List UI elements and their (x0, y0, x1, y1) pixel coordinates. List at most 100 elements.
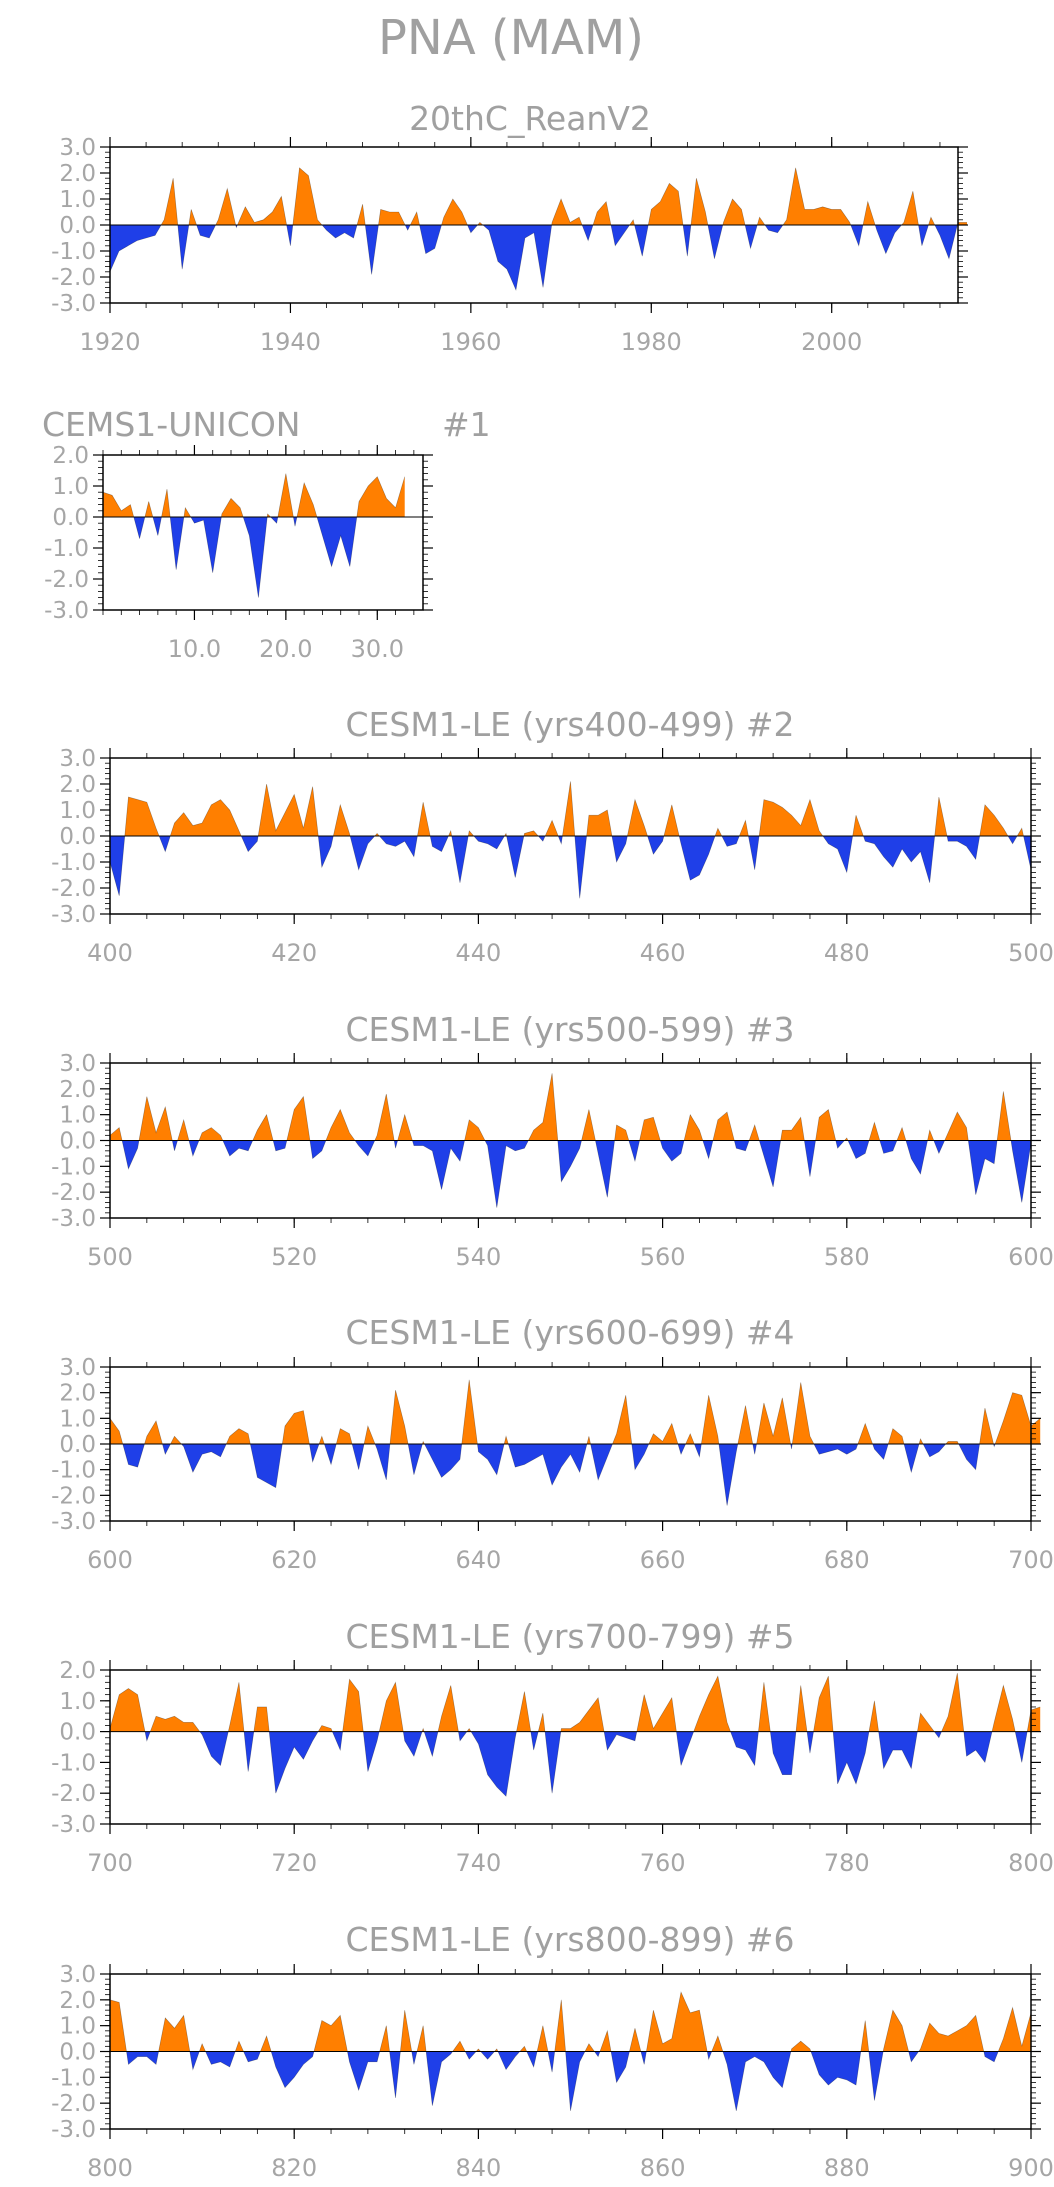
y-tick-label: 0.0 (52, 505, 89, 531)
x-tick-label: 500 (1008, 939, 1054, 967)
y-tick-label: -1.0 (51, 1750, 96, 1776)
y-tick-label: 1.0 (59, 187, 96, 213)
y-tick-label: 0.0 (59, 1720, 96, 1746)
x-tick-label: 840 (455, 2154, 501, 2182)
chart-panel-3: CESM1-LE (yrs400-499) #2 3.02.01.00.0-1.0… (51, 705, 1054, 967)
x-tick-label: 580 (824, 1243, 870, 1271)
chart-panel-4: CESM1-LE (yrs500-599) #3 3.02.01.00.0-1.0… (51, 1010, 1054, 1271)
y-tick-label: 3.0 (59, 1355, 96, 1381)
x-tick-label: 800 (87, 2154, 133, 2182)
plot-frame (102, 454, 424, 611)
x-tick-label: 760 (640, 1849, 686, 1877)
y-tick-label: 1.0 (59, 798, 96, 824)
positive-area-series (110, 1379, 1041, 1444)
y-tick-label: -3.0 (51, 2117, 96, 2143)
chart-title: 20thC_ReanV2 (409, 99, 651, 138)
chart-title: CEMS1-UNICON (42, 405, 301, 444)
y-tick-label: 1.0 (59, 1689, 96, 1715)
x-tick-label: 560 (640, 1243, 686, 1271)
positive-area-series (103, 473, 405, 517)
x-tick-label: 400 (87, 939, 133, 967)
series-line (109, 1379, 1041, 1506)
x-tick-label: 480 (824, 939, 870, 967)
chart-panel-6: CESM1-LE (yrs700-799) #5 2.0 1.0 0.0 -1.0 -2.… (51, 1617, 1054, 1877)
y-tick-label: 0.0 (59, 213, 96, 239)
series-line (109, 781, 1032, 899)
x-tick-label: 700 (87, 1849, 133, 1877)
x-tick-label: 460 (640, 939, 686, 967)
y-tick-label: 3.0 (59, 1962, 96, 1988)
x-tick-label: 900 (1008, 2154, 1054, 2182)
y-tick-label: -3.0 (44, 598, 89, 624)
x-tick-label: 1920 (79, 328, 140, 356)
y-tick-label: -1.0 (51, 2065, 96, 2091)
positive-area-series (110, 1992, 1031, 2052)
y-tick-label: 2.0 (59, 1658, 96, 1684)
x-tick-label: 720 (271, 1849, 317, 1877)
y-tick-label: 2.0 (59, 1077, 96, 1103)
y-tick-label: -3.0 (51, 902, 96, 928)
negative-area-series (110, 836, 1031, 899)
chart-panel-5: CESM1-LE (yrs600-699) #4 3.02.01.00.0-1.0… (51, 1313, 1054, 1574)
chart-title: CESM1-LE (yrs500-599) #3 (346, 1010, 795, 1049)
x-tick-label: 520 (271, 1243, 317, 1271)
y-tick-label: 1.0 (59, 2014, 96, 2040)
chart-title: CESM1-LE (yrs800-899) #6 (346, 1920, 795, 1959)
negative-area-series (103, 517, 405, 598)
y-tick-label: -1.0 (51, 239, 96, 265)
positive-area-series (110, 1073, 1031, 1141)
x-tick-label: 860 (640, 2154, 686, 2182)
series-line (109, 167, 968, 292)
x-tick-label: 540 (455, 1243, 501, 1271)
x-tick-label: 660 (640, 1546, 686, 1574)
y-tick-label: -3.0 (51, 291, 96, 317)
y-tick-label: -2.0 (51, 1483, 96, 1509)
y-tick-label: -2.0 (51, 1781, 96, 1807)
chart-title: CESM1-LE (yrs400-499) #2 (346, 705, 795, 744)
x-tick-label: 20.0 (259, 635, 312, 663)
negative-area-series (110, 1444, 1041, 1506)
x-tick-label: 820 (271, 2154, 317, 2182)
x-tick-label: 440 (455, 939, 501, 967)
x-tick-label: 30.0 (351, 635, 404, 663)
x-tick-label: 640 (455, 1546, 501, 1574)
x-tick-label: 680 (824, 1546, 870, 1574)
y-tick-label: 3.0 (59, 1051, 96, 1077)
y-tick-label: 2.0 (52, 443, 89, 469)
y-tick-label: 3.0 (59, 746, 96, 772)
chart-panel-2: CEMS1-UNICON #1 2.0 1.0 0.0 -1.0 -2.0 -3.0 10.0 2… (42, 405, 491, 663)
chart-title: CESM1-LE (yrs600-699) #4 (346, 1313, 795, 1352)
positive-area-series (110, 167, 968, 225)
y-tick-label: 2.0 (59, 161, 96, 187)
x-tick-label: 600 (87, 1546, 133, 1574)
x-tick-label: 740 (455, 1849, 501, 1877)
negative-area-series (110, 1731, 1041, 1797)
x-tick-label: 420 (271, 939, 317, 967)
x-tick-label: 880 (824, 2154, 870, 2182)
series-line (102, 473, 405, 598)
y-tick-label: -1.0 (44, 536, 89, 562)
x-tick-label: 780 (824, 1849, 870, 1877)
y-tick-label: 2.0 (59, 1988, 96, 2014)
chart-run-label: #1 (442, 405, 491, 444)
figure-title: PNA (MAM) (378, 10, 644, 66)
y-tick-label: 0.0 (59, 1129, 96, 1155)
series-line (109, 1991, 1032, 2111)
negative-area-series (110, 1140, 1031, 1208)
y-tick-label: 0.0 (59, 824, 96, 850)
y-tick-label: -2.0 (51, 876, 96, 902)
chart-title: CESM1-LE (yrs700-799) #5 (346, 1617, 795, 1656)
x-tick-label: 1960 (440, 328, 501, 356)
y-tick-label: 1.0 (52, 474, 89, 500)
y-tick-label: 2.0 (59, 1381, 96, 1407)
y-tick-label: -3.0 (51, 1812, 96, 1838)
y-tick-label: 0.0 (59, 1432, 96, 1458)
y-tick-label: 2.0 (59, 772, 96, 798)
y-tick-label: -1.0 (51, 850, 96, 876)
panels-container: 20thC_ReanV23.02.01.00.0-1.0-2.0-3.01920… (42, 99, 1054, 2182)
chart-panel-7: CESM1-LE (yrs800-899) #6 3.02.01.00.0-1.0… (51, 1920, 1054, 2182)
y-tick-label: -2.0 (51, 2091, 96, 2117)
y-tick-label: 1.0 (59, 1406, 96, 1432)
negative-area-series (110, 225, 968, 290)
